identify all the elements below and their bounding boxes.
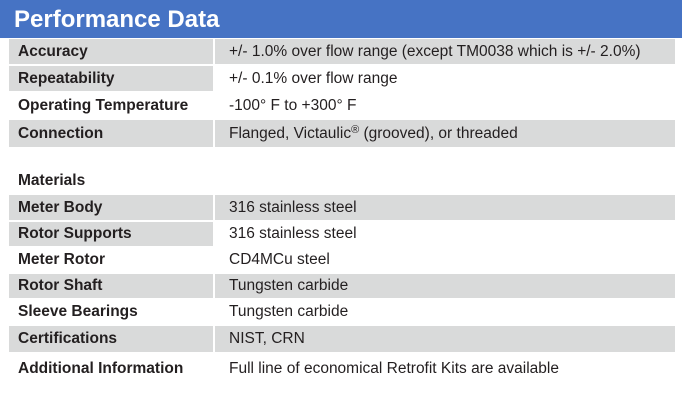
- table-row: Additional Information Full line of econ…: [9, 353, 675, 392]
- materials-heading: Materials: [9, 167, 675, 195]
- section-title: Performance Data: [14, 6, 220, 33]
- row-label: Meter Body: [9, 194, 214, 222]
- row-label: Connection: [9, 119, 214, 149]
- registered-mark: ®: [351, 123, 360, 136]
- row-label: Rotor Shaft: [9, 273, 214, 300]
- row-label: Operating Temperature: [9, 92, 214, 120]
- table-row: Operating Temperature -100° F to +300° F: [9, 92, 675, 120]
- section-header: Performance Data: [0, 0, 682, 38]
- table-row: Accuracy +/- 1.0% over flow range (excep…: [9, 39, 675, 66]
- performance-table: Accuracy +/- 1.0% over flow range (excep…: [9, 39, 675, 392]
- row-value: Flanged, Victaulic® (grooved), or thread…: [213, 119, 675, 149]
- row-label: Sleeve Bearings: [9, 299, 214, 326]
- row-label: Rotor Supports: [9, 221, 214, 248]
- row-label: Repeatability: [9, 65, 214, 93]
- section-subheading-row: Materials: [9, 167, 675, 195]
- row-label: Accuracy: [9, 39, 214, 66]
- row-label: Additional Information: [9, 353, 214, 392]
- row-value: -100° F to +300° F: [213, 92, 675, 120]
- row-value: Tungsten carbide: [213, 273, 675, 300]
- table-row: Certifications NIST, CRN: [9, 325, 675, 354]
- row-label: Meter Rotor: [9, 247, 214, 274]
- table-row: Sleeve Bearings Tungsten carbide: [9, 299, 675, 326]
- spacer-row: [9, 148, 675, 168]
- row-value: +/- 0.1% over flow range: [213, 65, 675, 93]
- table-row: Meter Rotor CD4MCu steel: [9, 247, 675, 274]
- table-row: Connection Flanged, Victaulic® (grooved)…: [9, 119, 675, 149]
- row-value: +/- 1.0% over flow range (except TM0038 …: [213, 39, 675, 66]
- table-row: Rotor Shaft Tungsten carbide: [9, 273, 675, 300]
- row-value: 316 stainless steel: [213, 194, 675, 222]
- table-row: Repeatability +/- 0.1% over flow range: [9, 65, 675, 93]
- row-value: 316 stainless steel: [213, 221, 675, 248]
- connection-text-rest: (grooved), or threaded: [359, 124, 518, 142]
- row-value: NIST, CRN: [213, 325, 675, 354]
- row-value: Tungsten carbide: [213, 299, 675, 326]
- table-row: Meter Body 316 stainless steel: [9, 194, 675, 222]
- row-value: CD4MCu steel: [213, 247, 675, 274]
- row-label: Certifications: [9, 325, 214, 354]
- row-value: Full line of economical Retrofit Kits ar…: [213, 353, 675, 392]
- table-row: Rotor Supports 316 stainless steel: [9, 221, 675, 248]
- connection-text: Flanged, Victaulic: [229, 124, 352, 142]
